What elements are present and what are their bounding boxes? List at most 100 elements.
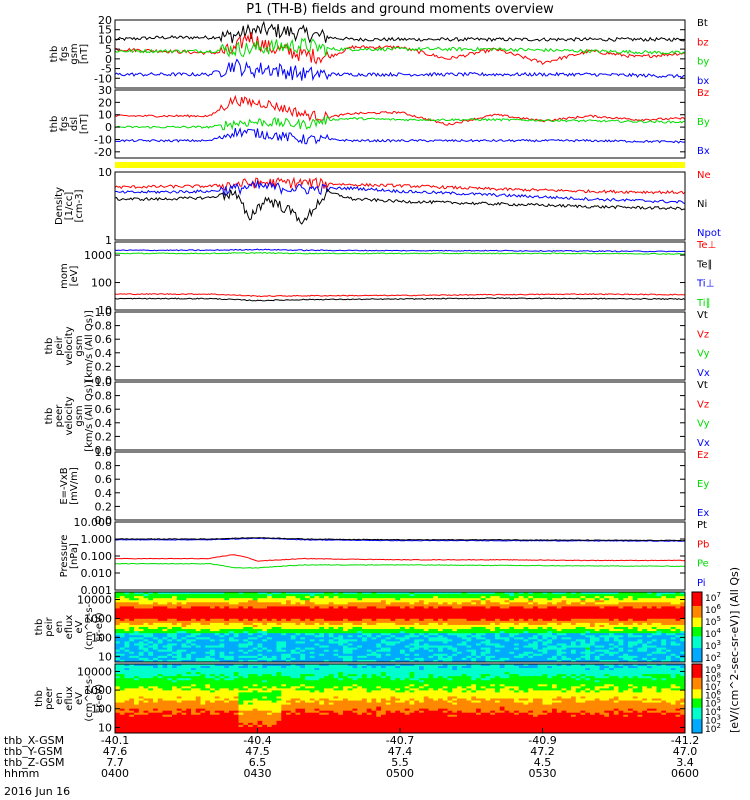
spectrogram-cell: [637, 614, 643, 618]
spectrogram-cell: [219, 653, 225, 657]
spectrogram-cell: [466, 620, 472, 624]
spectrogram-cell: [414, 639, 420, 642]
spectrogram-cell: [670, 622, 676, 626]
spectrogram-cell: [471, 653, 477, 657]
spectrogram-cell: [309, 616, 315, 620]
spectrogram-cell: [618, 657, 624, 661]
spectrogram-cell: [366, 618, 372, 622]
spectrogram-cell: [167, 672, 173, 675]
spectrogram-cell: [518, 672, 524, 675]
spectrogram-cell: [176, 612, 182, 616]
spectrogram-cell: [485, 639, 491, 642]
spectrogram-cell: [400, 639, 406, 642]
spectrogram-cell: [371, 616, 377, 620]
spectrogram-cell: [252, 649, 258, 653]
spectrogram-cell: [447, 594, 453, 597]
spectrogram-cell: [613, 610, 619, 613]
spectrogram-cell: [457, 594, 463, 597]
spectrogram-cell: [143, 604, 149, 607]
spectrogram-cell: [670, 641, 676, 644]
spectrogram-cell: [409, 620, 415, 624]
spectrogram-cell: [466, 668, 472, 671]
spectrogram-cell: [153, 594, 159, 597]
y-tick-label: 20: [98, 14, 112, 27]
spectrogram-cell: [343, 664, 349, 667]
spectrogram-cell: [205, 600, 211, 603]
spectrogram-cell: [414, 659, 420, 663]
spectrogram-cell: [134, 618, 140, 622]
spectrogram-cell: [162, 592, 168, 595]
spectrogram-cell: [276, 614, 282, 618]
spectrogram-cell: [195, 635, 201, 638]
spectrogram-cell: [319, 627, 325, 630]
spectrogram-cell: [632, 668, 638, 671]
ion_spec-frame: [114, 591, 686, 663]
spectrogram-cell: [290, 655, 296, 659]
spectrogram-cell: [390, 653, 396, 657]
spectrogram-cell: [181, 666, 187, 669]
spectrogram-cell: [575, 645, 581, 648]
spectrogram-cell: [238, 622, 244, 626]
spectrogram-cell: [547, 657, 553, 661]
spectrogram-cell: [129, 604, 135, 607]
spectrogram-cell: [219, 631, 225, 634]
spectrogram-cell: [419, 633, 425, 636]
spectrogram-cell: [442, 608, 448, 611]
spectrogram-cell: [376, 624, 382, 628]
spectrogram-cell: [238, 649, 244, 653]
spectrogram-cell: [556, 641, 562, 644]
spectrogram-cell: [556, 643, 562, 646]
spectrogram-cell: [628, 668, 634, 671]
spectrogram-cell: [290, 666, 296, 669]
spectrogram-cell: [561, 655, 567, 659]
spectrogram-cell: [153, 645, 159, 648]
spectrogram-cell: [556, 612, 562, 616]
spectrogram-cell: [656, 594, 662, 597]
spectrogram-cell: [613, 635, 619, 638]
spectrogram-cell: [153, 618, 159, 622]
spectrogram-cell: [566, 600, 572, 603]
spectrogram-cell: [134, 643, 140, 646]
spectrogram-cell: [419, 600, 425, 603]
spectrogram-cell: [138, 647, 144, 651]
colorbar-segment: [692, 592, 702, 595]
spectrogram-cell: [599, 620, 605, 624]
spectrogram-cell: [309, 618, 315, 622]
spectrogram-cell: [172, 664, 178, 667]
spectrogram-cell: [623, 635, 629, 638]
spectrogram-cell: [276, 622, 282, 626]
spectrogram-cell: [599, 631, 605, 634]
spectrogram-cell: [362, 645, 368, 648]
spectrogram-cell: [414, 600, 420, 603]
spectrogram-cell: [419, 641, 425, 644]
spectrogram-cell: [134, 600, 140, 603]
spectrogram-cell: [381, 592, 387, 595]
spectrogram-cell: [252, 633, 258, 636]
spectrogram-cell: [295, 600, 301, 603]
spectrogram-cell: [438, 664, 444, 667]
spectrogram-cell: [352, 664, 358, 667]
spectrogram-cell: [324, 598, 330, 601]
spectrogram-cell: [115, 606, 121, 609]
spectrogram-cell: [157, 614, 163, 618]
spectrogram-cell: [651, 629, 657, 632]
spectrogram-cell: [670, 647, 676, 651]
spectrogram-cell: [124, 631, 130, 634]
spectrogram-cell: [575, 602, 581, 605]
spectrogram-cell: [561, 592, 567, 595]
spectrogram-cell: [186, 647, 192, 651]
spectrogram-cell: [338, 639, 344, 642]
spectrogram-cell: [309, 643, 315, 646]
spectrogram-cell: [186, 651, 192, 655]
spectrogram-cell: [680, 633, 686, 636]
spectrogram-cell: [547, 649, 553, 653]
spectrogram-cell: [153, 635, 159, 638]
spectrogram-cell: [243, 600, 249, 603]
spectrogram-cell: [119, 664, 125, 667]
spectrogram-cell: [224, 659, 230, 663]
spectrogram-cell: [357, 659, 363, 663]
spectrogram-cell: [314, 592, 320, 595]
spectrogram-cell: [575, 668, 581, 671]
spectrogram-cell: [286, 672, 292, 675]
